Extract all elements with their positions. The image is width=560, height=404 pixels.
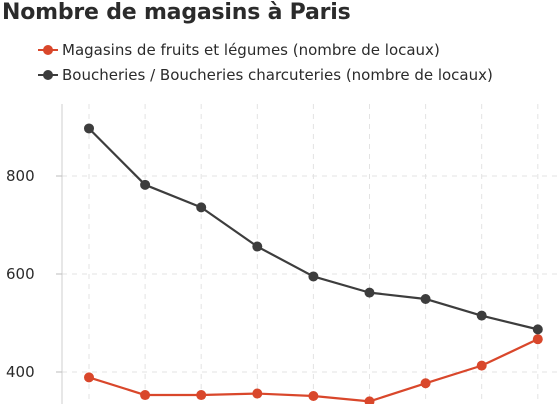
data-point [84, 372, 94, 383]
legend-label: Boucheries / Boucheries charcuteries (no… [62, 65, 493, 84]
data-point [140, 390, 151, 401]
legend-swatch-icon [38, 44, 58, 56]
data-point [420, 293, 431, 304]
data-point [420, 378, 431, 389]
data-point [364, 396, 375, 404]
y-tick-label: 400 [6, 363, 35, 381]
data-point [252, 388, 263, 399]
data-point [308, 271, 319, 282]
data-point [196, 202, 207, 213]
data-point [364, 287, 375, 298]
y-tick-label: 800 [6, 167, 35, 185]
data-point [140, 179, 151, 190]
data-point [196, 390, 207, 401]
data-point [532, 324, 543, 335]
chart-title: Nombre de magasins à Paris [2, 0, 351, 25]
data-point [532, 334, 543, 345]
data-point [476, 360, 487, 371]
legend-swatch-icon [38, 69, 58, 81]
legend-label: Magasins de fruits et légumes (nombre de… [62, 40, 440, 59]
legend-item-fruits-legumes[interactable]: Magasins de fruits et légumes (nombre de… [38, 37, 493, 62]
legend-item-boucheries[interactable]: Boucheries / Boucheries charcuteries (no… [38, 62, 493, 87]
data-point [308, 391, 319, 402]
legend: Magasins de fruits et légumes (nombre de… [38, 37, 493, 87]
y-tick-label: 600 [6, 265, 35, 283]
data-point [84, 123, 94, 134]
data-point [476, 310, 487, 321]
data-point [252, 241, 263, 252]
